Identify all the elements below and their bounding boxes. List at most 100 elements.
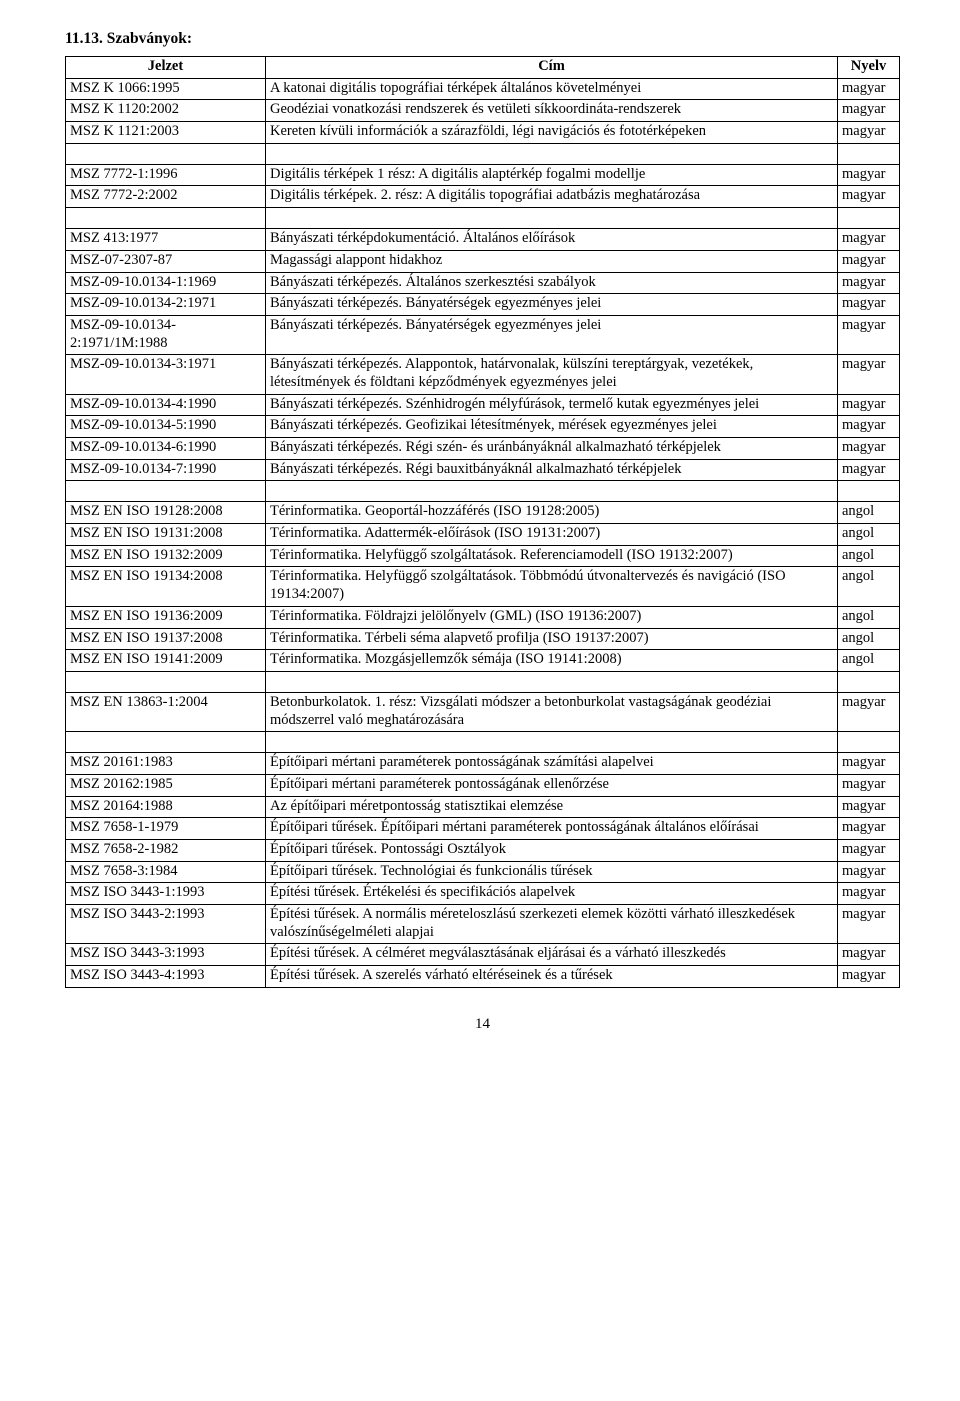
cell-cim: Építőipari tűrések. Pontossági Osztályok: [266, 840, 838, 862]
cell-nyelv: angol: [838, 502, 900, 524]
cell-cim: Magassági alappont hidakhoz: [266, 250, 838, 272]
cell-jelzet: MSZ 20161:1983: [66, 753, 266, 775]
cell-cim: Kereten kívüli információk a szárazföldi…: [266, 122, 838, 144]
table-row: MSZ-09-10.0134-7:1990Bányászati térképez…: [66, 459, 900, 481]
cell-cim: Bányászati térképezés. Bányatérségek egy…: [266, 294, 838, 316]
cell-nyelv: magyar: [838, 438, 900, 460]
cell-nyelv: magyar: [838, 861, 900, 883]
separator-cell: [266, 208, 838, 229]
separator-cell: [838, 732, 900, 753]
cell-jelzet: MSZ EN ISO 19132:2009: [66, 545, 266, 567]
cell-nyelv: magyar: [838, 966, 900, 988]
separator-cell: [838, 481, 900, 502]
table-row: MSZ ISO 3443-4:1993Építési tűrések. A sz…: [66, 966, 900, 988]
cell-jelzet: MSZ 7658-3:1984: [66, 861, 266, 883]
separator-cell: [66, 208, 266, 229]
table-row: MSZ 7772-2:2002Digitális térképek. 2. ré…: [66, 186, 900, 208]
cell-nyelv: magyar: [838, 122, 900, 144]
cell-cim: Digitális térképek. 2. rész: A digitális…: [266, 186, 838, 208]
cell-nyelv: magyar: [838, 840, 900, 862]
table-row: MSZ 20162:1985Építőipari mértani paramét…: [66, 774, 900, 796]
table-row: MSZ-09-10.0134-2:1971/1M:1988Bányászati …: [66, 315, 900, 354]
cell-cim: Építőipari tűrések. Technológiai és funk…: [266, 861, 838, 883]
table-row: MSZ 7772-1:1996Digitális térképek 1 rész…: [66, 164, 900, 186]
cell-jelzet: MSZ-09-10.0134-2:1971: [66, 294, 266, 316]
cell-nyelv: angol: [838, 524, 900, 546]
cell-jelzet: MSZ K 1066:1995: [66, 78, 266, 100]
table-row: MSZ K 1120:2002Geodéziai vonatkozási ren…: [66, 100, 900, 122]
cell-jelzet: MSZ-09-10.0134-2:1971/1M:1988: [66, 315, 266, 354]
cell-jelzet: MSZ 7658-2-1982: [66, 840, 266, 862]
table-row: MSZ 7658-1-1979Építőipari tűrések. Építő…: [66, 818, 900, 840]
table-row: MSZ 20161:1983Építőipari mértani paramét…: [66, 753, 900, 775]
header-jelzet: Jelzet: [66, 57, 266, 79]
cell-nyelv: magyar: [838, 78, 900, 100]
cell-jelzet: MSZ 7658-1-1979: [66, 818, 266, 840]
cell-nyelv: magyar: [838, 186, 900, 208]
cell-nyelv: angol: [838, 650, 900, 672]
cell-nyelv: magyar: [838, 883, 900, 905]
cell-nyelv: magyar: [838, 818, 900, 840]
cell-jelzet: MSZ ISO 3443-3:1993: [66, 944, 266, 966]
cell-nyelv: magyar: [838, 796, 900, 818]
cell-cim: Építőipari tűrések. Építőipari mértani p…: [266, 818, 838, 840]
cell-jelzet: MSZ ISO 3443-1:1993: [66, 883, 266, 905]
table-row: MSZ EN ISO 19141:2009Térinformatika. Moz…: [66, 650, 900, 672]
cell-jelzet: MSZ 20164:1988: [66, 796, 266, 818]
cell-jelzet: MSZ-09-10.0134-5:1990: [66, 416, 266, 438]
cell-jelzet: MSZ-09-10.0134-7:1990: [66, 459, 266, 481]
table-row: MSZ-09-10.0134-3:1971Bányászati térképez…: [66, 355, 900, 394]
cell-jelzet: MSZ EN ISO 19131:2008: [66, 524, 266, 546]
table-row: MSZ-07-2307-87Magassági alappont hidakho…: [66, 250, 900, 272]
separator-cell: [66, 481, 266, 502]
cell-jelzet: MSZ 7772-1:1996: [66, 164, 266, 186]
table-row: MSZ 413:1977Bányászati térképdokumentáci…: [66, 229, 900, 251]
cell-jelzet: MSZ-07-2307-87: [66, 250, 266, 272]
separator-cell: [266, 143, 838, 164]
cell-cim: Bányászati térképezés. Alappontok, határ…: [266, 355, 838, 394]
cell-cim: Építőipari mértani paraméterek pontosság…: [266, 753, 838, 775]
cell-cim: Betonburkolatok. 1. rész: Vizsgálati mód…: [266, 692, 838, 731]
table-row: MSZ EN ISO 19131:2008Térinformatika. Ada…: [66, 524, 900, 546]
table-row: MSZ 20164:1988Az építőipari méretpontoss…: [66, 796, 900, 818]
cell-jelzet: MSZ K 1120:2002: [66, 100, 266, 122]
table-row: MSZ 7658-3:1984Építőipari tűrések. Techn…: [66, 861, 900, 883]
cell-jelzet: MSZ ISO 3443-4:1993: [66, 966, 266, 988]
cell-jelzet: MSZ 7772-2:2002: [66, 186, 266, 208]
cell-cim: Bányászati térképezés. Régi szén- és urá…: [266, 438, 838, 460]
cell-nyelv: angol: [838, 567, 900, 606]
table-row: MSZ K 1066:1995A katonai digitális topog…: [66, 78, 900, 100]
table-row: MSZ-09-10.0134-4:1990Bányászati térképez…: [66, 394, 900, 416]
cell-nyelv: magyar: [838, 294, 900, 316]
separator-cell: [66, 671, 266, 692]
cell-cim: Építési tűrések. A célméret megválasztás…: [266, 944, 838, 966]
cell-cim: Térinformatika. Mozgásjellemzők sémája (…: [266, 650, 838, 672]
cell-nyelv: magyar: [838, 100, 900, 122]
cell-nyelv: magyar: [838, 315, 900, 354]
cell-jelzet: MSZ-09-10.0134-1:1969: [66, 272, 266, 294]
cell-nyelv: magyar: [838, 355, 900, 394]
cell-nyelv: angol: [838, 628, 900, 650]
cell-cim: Bányászati térképezés. Általános szerkes…: [266, 272, 838, 294]
cell-cim: Bányászati térképezés. Szénhidrogén mély…: [266, 394, 838, 416]
table-row: MSZ EN 13863-1:2004Betonburkolatok. 1. r…: [66, 692, 900, 731]
cell-cim: Térinformatika. Geoportál-hozzáférés (IS…: [266, 502, 838, 524]
cell-jelzet: MSZ-09-10.0134-4:1990: [66, 394, 266, 416]
table-row: MSZ-09-10.0134-5:1990Bányászati térképez…: [66, 416, 900, 438]
separator-row: [66, 208, 900, 229]
page-number: 14: [65, 1016, 900, 1033]
table-row: MSZ EN ISO 19137:2008Térinformatika. Tér…: [66, 628, 900, 650]
cell-jelzet: MSZ EN ISO 19128:2008: [66, 502, 266, 524]
cell-jelzet: MSZ EN 13863-1:2004: [66, 692, 266, 731]
cell-jelzet: MSZ EN ISO 19134:2008: [66, 567, 266, 606]
cell-nyelv: magyar: [838, 944, 900, 966]
cell-nyelv: magyar: [838, 229, 900, 251]
table-row: MSZ EN ISO 19128:2008Térinformatika. Geo…: [66, 502, 900, 524]
cell-cim: Geodéziai vonatkozási rendszerek és vetü…: [266, 100, 838, 122]
separator-cell: [838, 143, 900, 164]
cell-cim: Bányászati térképezés. Régi bauxitbányák…: [266, 459, 838, 481]
cell-cim: Térinformatika. Helyfüggő szolgáltatások…: [266, 545, 838, 567]
separator-row: [66, 481, 900, 502]
table-row: MSZ 7658-2-1982Építőipari tűrések. Ponto…: [66, 840, 900, 862]
cell-nyelv: magyar: [838, 250, 900, 272]
